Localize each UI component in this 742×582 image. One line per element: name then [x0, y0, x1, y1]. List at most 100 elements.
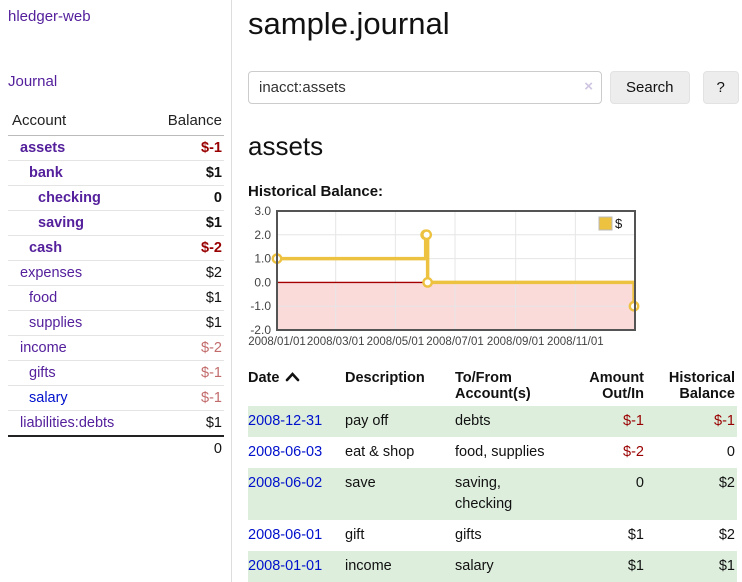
register-table: Date Description To/From Account(s) Amou… — [248, 368, 737, 582]
account-balance: $1 — [145, 160, 224, 186]
account-link[interactable]: supplies — [29, 315, 83, 331]
register-header-balance: Historical Balance — [646, 368, 737, 406]
transaction-amount: $-2 — [623, 444, 644, 461]
register-row: 2008-06-02 save saving, checking 0 $2 — [248, 468, 737, 521]
transaction-date-link[interactable]: 2008-06-03 — [248, 444, 323, 461]
transaction-date-link[interactable]: 2008-01-01 — [248, 558, 323, 575]
svg-text:2008/05/01: 2008/05/01 — [367, 336, 425, 348]
transaction-accounts: saving, checking — [455, 475, 513, 513]
main-content: sample.journal × Search ? assets Histori… — [248, 0, 742, 582]
transaction-description: save — [345, 475, 376, 492]
nav-journal-link[interactable]: Journal — [8, 73, 58, 90]
transaction-date-link[interactable]: 2008-06-02 — [248, 475, 323, 492]
amount-header-line2: Out/In — [602, 386, 644, 402]
svg-text:3.0: 3.0 — [254, 204, 271, 218]
account-link[interactable]: checking — [38, 190, 101, 206]
transaction-balance: $2 — [718, 475, 735, 492]
account-balance: $-1 — [145, 135, 224, 161]
search-input[interactable] — [248, 71, 602, 104]
clear-search-icon[interactable]: × — [584, 78, 593, 95]
transaction-description: gift — [345, 527, 365, 544]
account-balance: $-1 — [145, 360, 224, 386]
svg-text:-1.0: -1.0 — [250, 299, 271, 313]
account-link[interactable]: income — [20, 340, 67, 356]
account-balance: 0 — [145, 185, 224, 211]
transaction-date-link[interactable]: 2008-06-01 — [248, 527, 323, 544]
account-link[interactable]: assets — [20, 140, 66, 156]
account-link[interactable]: saving — [38, 215, 84, 231]
account-row: checking 0 — [8, 185, 224, 211]
svg-text:2008/11/01: 2008/11/01 — [547, 336, 604, 348]
balance-header-line1: Historical — [668, 370, 735, 386]
search-help-button[interactable]: ? — [702, 71, 739, 104]
account-link[interactable]: liabilities:debts — [20, 415, 115, 431]
register-row: 2008-06-01 gift gifts $1 $2 — [248, 520, 737, 551]
page-title: sample.journal — [248, 6, 450, 41]
search-button[interactable]: Search — [610, 71, 690, 104]
amount-header-line1: Amount — [589, 370, 644, 386]
transaction-description: income — [345, 558, 392, 575]
account-balance: $1 — [145, 210, 224, 236]
account-row: salary $-1 — [8, 385, 224, 411]
transaction-balance: $-1 — [714, 413, 735, 429]
account-balance: $-2 — [145, 335, 224, 361]
svg-text:0.0: 0.0 — [254, 275, 271, 289]
transaction-amount: $-1 — [623, 413, 644, 429]
account-link[interactable]: salary — [29, 390, 68, 406]
account-link[interactable]: cash — [29, 240, 63, 256]
account-row: cash $-2 — [8, 235, 224, 261]
search-form: × Search ? — [248, 71, 742, 104]
register-row: 2008-01-01 income salary $1 $1 — [248, 551, 737, 582]
account-balance: $1 — [145, 410, 224, 437]
transaction-amount: $1 — [627, 527, 644, 544]
chart-title: Historical Balance: — [248, 183, 384, 200]
svg-text:-2.0: -2.0 — [250, 323, 271, 337]
svg-text:1.0: 1.0 — [254, 252, 271, 266]
account-link[interactable]: food — [29, 290, 58, 306]
accounts-table: Account Balance assets $-1 bank $1 check… — [8, 112, 224, 461]
transaction-amount: 0 — [635, 475, 644, 492]
accounts-header-balance: Balance — [145, 112, 224, 136]
accounts-total-balance: 0 — [145, 435, 224, 461]
register-header-row: Date Description To/From Account(s) Amou… — [248, 368, 737, 406]
app-title[interactable]: hledger-web — [8, 8, 91, 25]
account-heading: assets — [248, 131, 324, 161]
transaction-date-link[interactable]: 2008-12-31 — [248, 413, 323, 429]
register-header-date[interactable]: Date — [248, 368, 345, 406]
register-row: 2008-06-03 eat & shop food, supplies $-2… — [248, 437, 737, 468]
account-row: saving $1 — [8, 210, 224, 236]
account-row: income $-2 — [8, 335, 224, 361]
account-row: food $1 — [8, 285, 224, 311]
transaction-accounts: debts — [455, 413, 491, 429]
accounts-total-row: 0 — [8, 435, 224, 461]
account-row: liabilities:debts $1 — [8, 410, 224, 437]
account-row: bank $1 — [8, 160, 224, 186]
account-balance: $1 — [145, 310, 224, 336]
sidebar: hledger-web Journal Account Balance asse… — [0, 0, 232, 582]
transaction-balance: 0 — [726, 444, 735, 461]
transaction-accounts: salary — [455, 558, 494, 575]
account-balance: $-2 — [145, 235, 224, 261]
svg-text:2008/03/01: 2008/03/01 — [307, 336, 365, 348]
transaction-accounts: food, supplies — [455, 444, 545, 461]
transaction-balance: $2 — [718, 527, 735, 544]
date-header-label: Date — [248, 370, 280, 386]
transaction-accounts: gifts — [455, 527, 482, 544]
register-header-description: Description — [345, 370, 425, 386]
register-row: 2008-12-31 pay off debts $-1 $-1 — [248, 406, 737, 438]
svg-text:2008/01/01: 2008/01/01 — [248, 336, 306, 348]
account-balance: $2 — [145, 260, 224, 286]
sort-ascending-icon — [286, 372, 300, 382]
balance-header-line2: Balance — [679, 386, 735, 402]
transaction-description: eat & shop — [345, 444, 415, 461]
account-row: assets $-1 — [8, 135, 224, 161]
svg-text:2008/07/01: 2008/07/01 — [426, 336, 484, 348]
account-link[interactable]: expenses — [20, 265, 83, 281]
account-row: supplies $1 — [8, 310, 224, 336]
account-link[interactable]: gifts — [29, 365, 56, 381]
svg-text:$: $ — [615, 216, 623, 231]
svg-text:2.0: 2.0 — [254, 228, 271, 242]
account-link[interactable]: bank — [29, 165, 63, 181]
register-header-amount: Amount Out/In — [562, 368, 646, 406]
